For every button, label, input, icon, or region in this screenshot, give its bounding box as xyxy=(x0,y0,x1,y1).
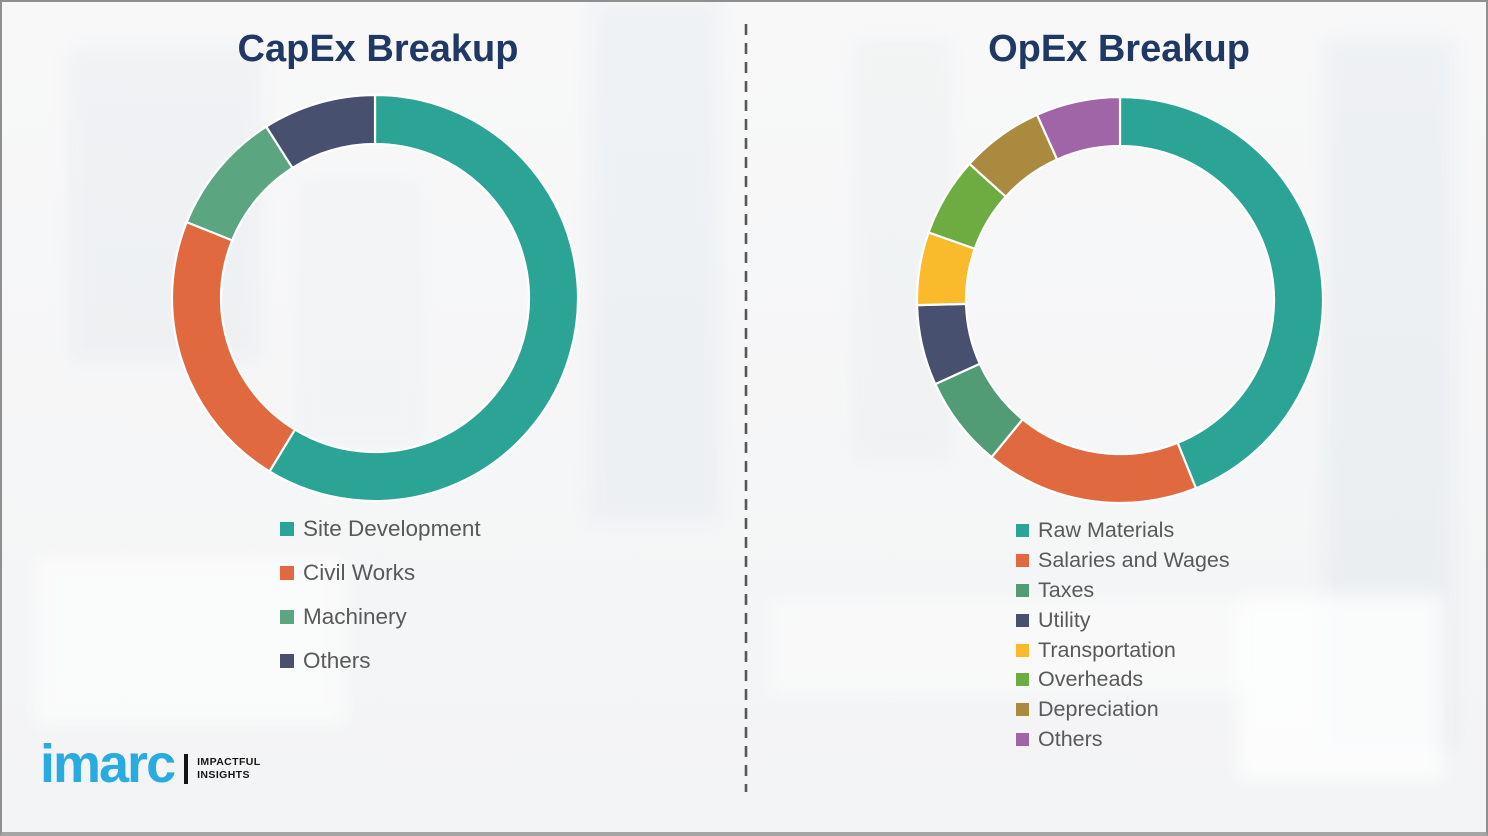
legend-swatch-icon xyxy=(1016,643,1029,657)
legend-label: Transportation xyxy=(1038,637,1176,662)
donut-segment-others xyxy=(1035,95,1122,161)
legend-swatch-icon xyxy=(1016,613,1029,627)
legend-swatch-icon xyxy=(280,654,294,668)
legend-swatch-icon xyxy=(1016,554,1029,568)
background-texture-shape xyxy=(1238,595,1443,780)
opex-legend: Raw Materials Salaries and Wages Taxes Util… xyxy=(1016,516,1230,754)
capex-donut-chart xyxy=(170,93,580,503)
legend-item-civil-works: Civil Works xyxy=(280,551,481,595)
legend-item-depreciation: Depreciation xyxy=(1016,695,1230,725)
background-texture-shape xyxy=(35,555,345,725)
logo-tagline: IMPACTFUL INSIGHTS xyxy=(197,756,260,783)
logo-separator-bar xyxy=(184,754,189,785)
legend-item-others: Others xyxy=(1016,725,1230,755)
background-texture-shape xyxy=(770,600,1250,695)
legend-swatch-icon xyxy=(280,610,294,624)
legend-label: Salaries and Wages xyxy=(1038,548,1230,573)
legend-item-site-development: Site Development xyxy=(280,507,481,551)
legend-label: Site Development xyxy=(303,516,481,541)
legend-item-machinery: Machinery xyxy=(280,595,481,639)
legend-swatch-icon xyxy=(1016,703,1029,717)
donut-segment-raw-materials xyxy=(1118,95,1325,490)
legend-label: Civil Works xyxy=(303,560,416,585)
donut-segment-site-development xyxy=(268,93,580,503)
legend-label: Overheads xyxy=(1038,667,1144,692)
legend-label: Others xyxy=(1038,726,1103,751)
legend-label: Utility xyxy=(1038,607,1091,632)
legend-label: Raw Materials xyxy=(1038,518,1175,543)
legend-swatch-icon xyxy=(280,522,294,536)
capex-chart-title: CapEx Breakup xyxy=(237,28,519,70)
legend-swatch-icon xyxy=(280,566,294,580)
tagline-line2: INSIGHTS xyxy=(197,769,250,782)
opex-donut-chart xyxy=(915,95,1325,505)
legend-label: Depreciation xyxy=(1038,697,1159,722)
donut-segment-salaries-and-wages xyxy=(990,418,1198,505)
divider-dashed-line xyxy=(744,24,748,792)
legend-item-taxes: Taxes xyxy=(1016,576,1230,606)
legend-item-others: Others xyxy=(280,639,481,683)
legend-swatch-icon xyxy=(1016,524,1029,538)
legend-swatch-icon xyxy=(1016,583,1029,597)
legend-item-overheads: Overheads xyxy=(1016,665,1230,695)
tagline-line1: IMPACTFUL xyxy=(197,755,261,768)
background-texture-shape xyxy=(300,180,420,440)
donut-segment-civil-works xyxy=(170,220,297,473)
donut-segment-others xyxy=(265,93,377,170)
opex-chart-title: OpEx Breakup xyxy=(988,28,1250,70)
legend-item-raw-materials: Raw Materials xyxy=(1016,516,1230,546)
legend-item-salaries-and-wages: Salaries and Wages xyxy=(1016,546,1230,576)
capex-legend: Site Development Civil Works Machinery Othe… xyxy=(280,507,481,683)
legend-item-transportation: Transportation xyxy=(1016,635,1230,665)
legend-label: Taxes xyxy=(1038,577,1095,602)
legend-swatch-icon xyxy=(1016,673,1029,687)
legend-item-utility: Utility xyxy=(1016,605,1230,635)
imarc-logo: imarc IMPACTFUL INSIGHTS xyxy=(40,734,261,794)
legend-label: Others xyxy=(303,648,371,673)
imarc-logo-text: imarc xyxy=(40,734,176,794)
background-texture-shape xyxy=(590,0,720,520)
legend-label: Machinery xyxy=(303,604,407,629)
legend-swatch-icon xyxy=(1016,732,1029,746)
